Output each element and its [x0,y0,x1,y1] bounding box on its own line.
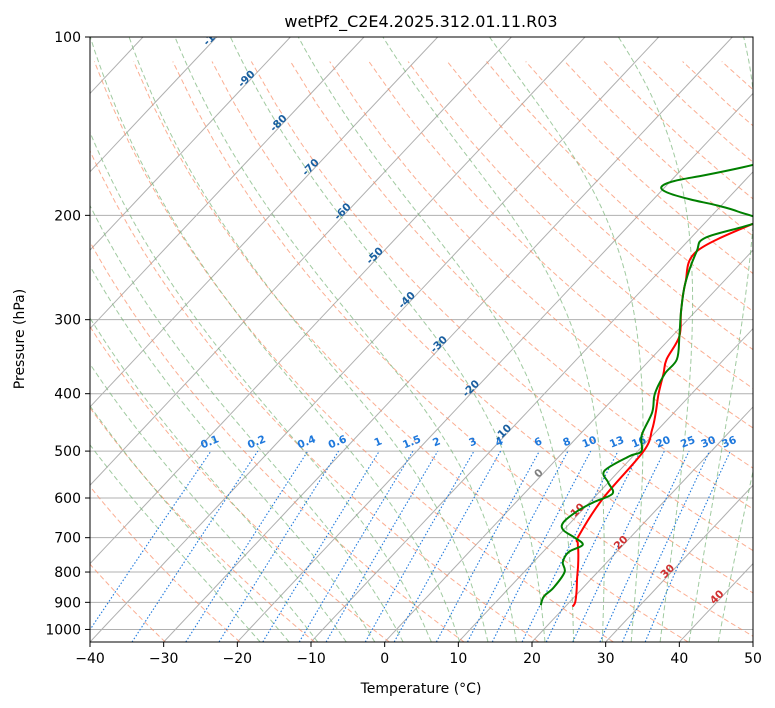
moist-adiabat-line [90,131,432,642]
dry-adiabat-line [172,61,753,637]
y-tick-label: 400 [54,387,81,403]
x-tick-label: 0 [380,651,389,667]
mixing-ratio-line [467,450,569,642]
isotherm-line [236,92,753,642]
chart-title: wetPf2_C2E4.2025.312.01.11.R03 [284,12,557,32]
mixing-ratio-label: 25 [679,434,697,451]
y-tick-label: 300 [54,313,81,329]
dry-adiabat-line [90,485,241,642]
moist-adiabat-line [128,37,489,642]
mixing-ratio-label: 16 [630,434,648,451]
isotherm-line [457,327,753,642]
isotherm-line [605,484,753,642]
moist-adiabat-line [90,37,461,642]
dry-adiabat-line [290,61,753,510]
y-tick-label: 500 [54,444,81,460]
x-tick-label: 40 [670,651,688,667]
dry-adiabat-line [93,61,614,642]
moist-adiabat-line [90,405,290,642]
moist-adiabat-line [717,469,753,642]
y-tick-label: 900 [54,595,81,611]
moist-adiabat-line [617,37,694,642]
mixing-ratio-label: 36 [720,434,738,451]
mixing-ratio-line [521,450,619,642]
isotherm-line [384,249,753,642]
mixing-ratio-label: 1 [372,435,383,449]
mixing-ratio-line [185,450,309,642]
mixing-ratio-label: 13 [608,434,626,451]
x-axis-label: Temperature (°C) [360,681,482,697]
isotherm-line [310,171,753,642]
mixing-ratio-line [218,450,340,642]
y-tick-label: 700 [54,531,81,547]
isotherm-line [90,37,365,330]
moist-adiabat-line [229,37,546,642]
dry-adiabat-line [407,61,753,390]
y-axis-label: Pressure (hPa) [12,289,28,389]
dewpoint-profile [539,163,753,606]
y-tick-label: 1000 [45,622,81,638]
dry-adiabat-line [446,61,753,351]
moist-adiabat-line [90,265,376,642]
dry-adiabat-line [90,149,540,642]
isotherm-line [90,37,660,642]
mixing-ratio-line [131,450,259,642]
mixing-ratio-label: 30 [699,434,717,451]
mixing-ratio-line [262,450,380,642]
mixing-ratio-label: 3 [467,435,478,449]
x-tick-label: 10 [449,651,467,667]
y-tick-label: 200 [54,208,81,224]
x-tick-label: 20 [523,651,541,667]
dry-adiabat-line [211,61,753,594]
mixing-ratio-line [599,450,690,642]
mixing-ratio-label: 6 [533,435,544,449]
mixing-ratio-label: 20 [654,434,672,451]
moist-adiabat-line [297,37,575,642]
isotherm-line [90,37,586,565]
mixing-ratio-label: 4 [494,435,505,449]
mixing-ratio-line [572,450,665,642]
moist-adiabat-line [90,317,347,642]
y-tick-label: 800 [54,565,81,581]
moist-adiabat-line [382,37,605,642]
x-tick-label: 50 [744,651,762,667]
x-tick-label: −40 [75,651,105,667]
moist-adiabat-line [90,363,319,642]
mixing-ratio-line [621,450,711,642]
plot-frame [89,36,754,643]
x-tick-label: −20 [223,651,253,667]
mixing-ratio-line [435,450,540,642]
mixing-ratio-line [298,450,414,642]
moist-adiabat-line [174,37,517,642]
moist-adiabat-line [90,444,261,642]
y-tick-label: 600 [54,491,81,507]
y-tick-label: 100 [54,30,81,46]
x-tick-label: −10 [296,651,326,667]
mixing-ratio-line [491,450,592,642]
dry-adiabat-line [368,61,753,429]
isotherm-line [531,406,753,642]
isotherm-line [678,562,753,642]
mixing-ratio-line [644,450,731,642]
dry-adiabat-label: -100 [201,21,228,48]
dry-adiabat-line [90,325,390,642]
isotherm-line [90,37,439,408]
moist-adiabat-line [489,37,644,642]
isotherm-line [90,37,512,487]
mixing-ratio-label: 2 [431,435,442,449]
dry-adiabat-line [133,61,689,642]
dry-adiabat-line [90,240,465,642]
dry-adiabat-line [486,61,753,312]
moist-adiabat-line [90,204,404,642]
x-tick-label: 30 [597,651,615,667]
mixing-ratio-label: 8 [561,435,572,449]
mixing-ratio-line [393,450,502,642]
isotherm-line [163,37,733,642]
mixing-ratio-label: 10 [581,434,599,451]
mixing-ratio-line [90,450,212,631]
x-tick-label: −30 [149,651,179,667]
dry-adiabat-line [90,563,166,642]
